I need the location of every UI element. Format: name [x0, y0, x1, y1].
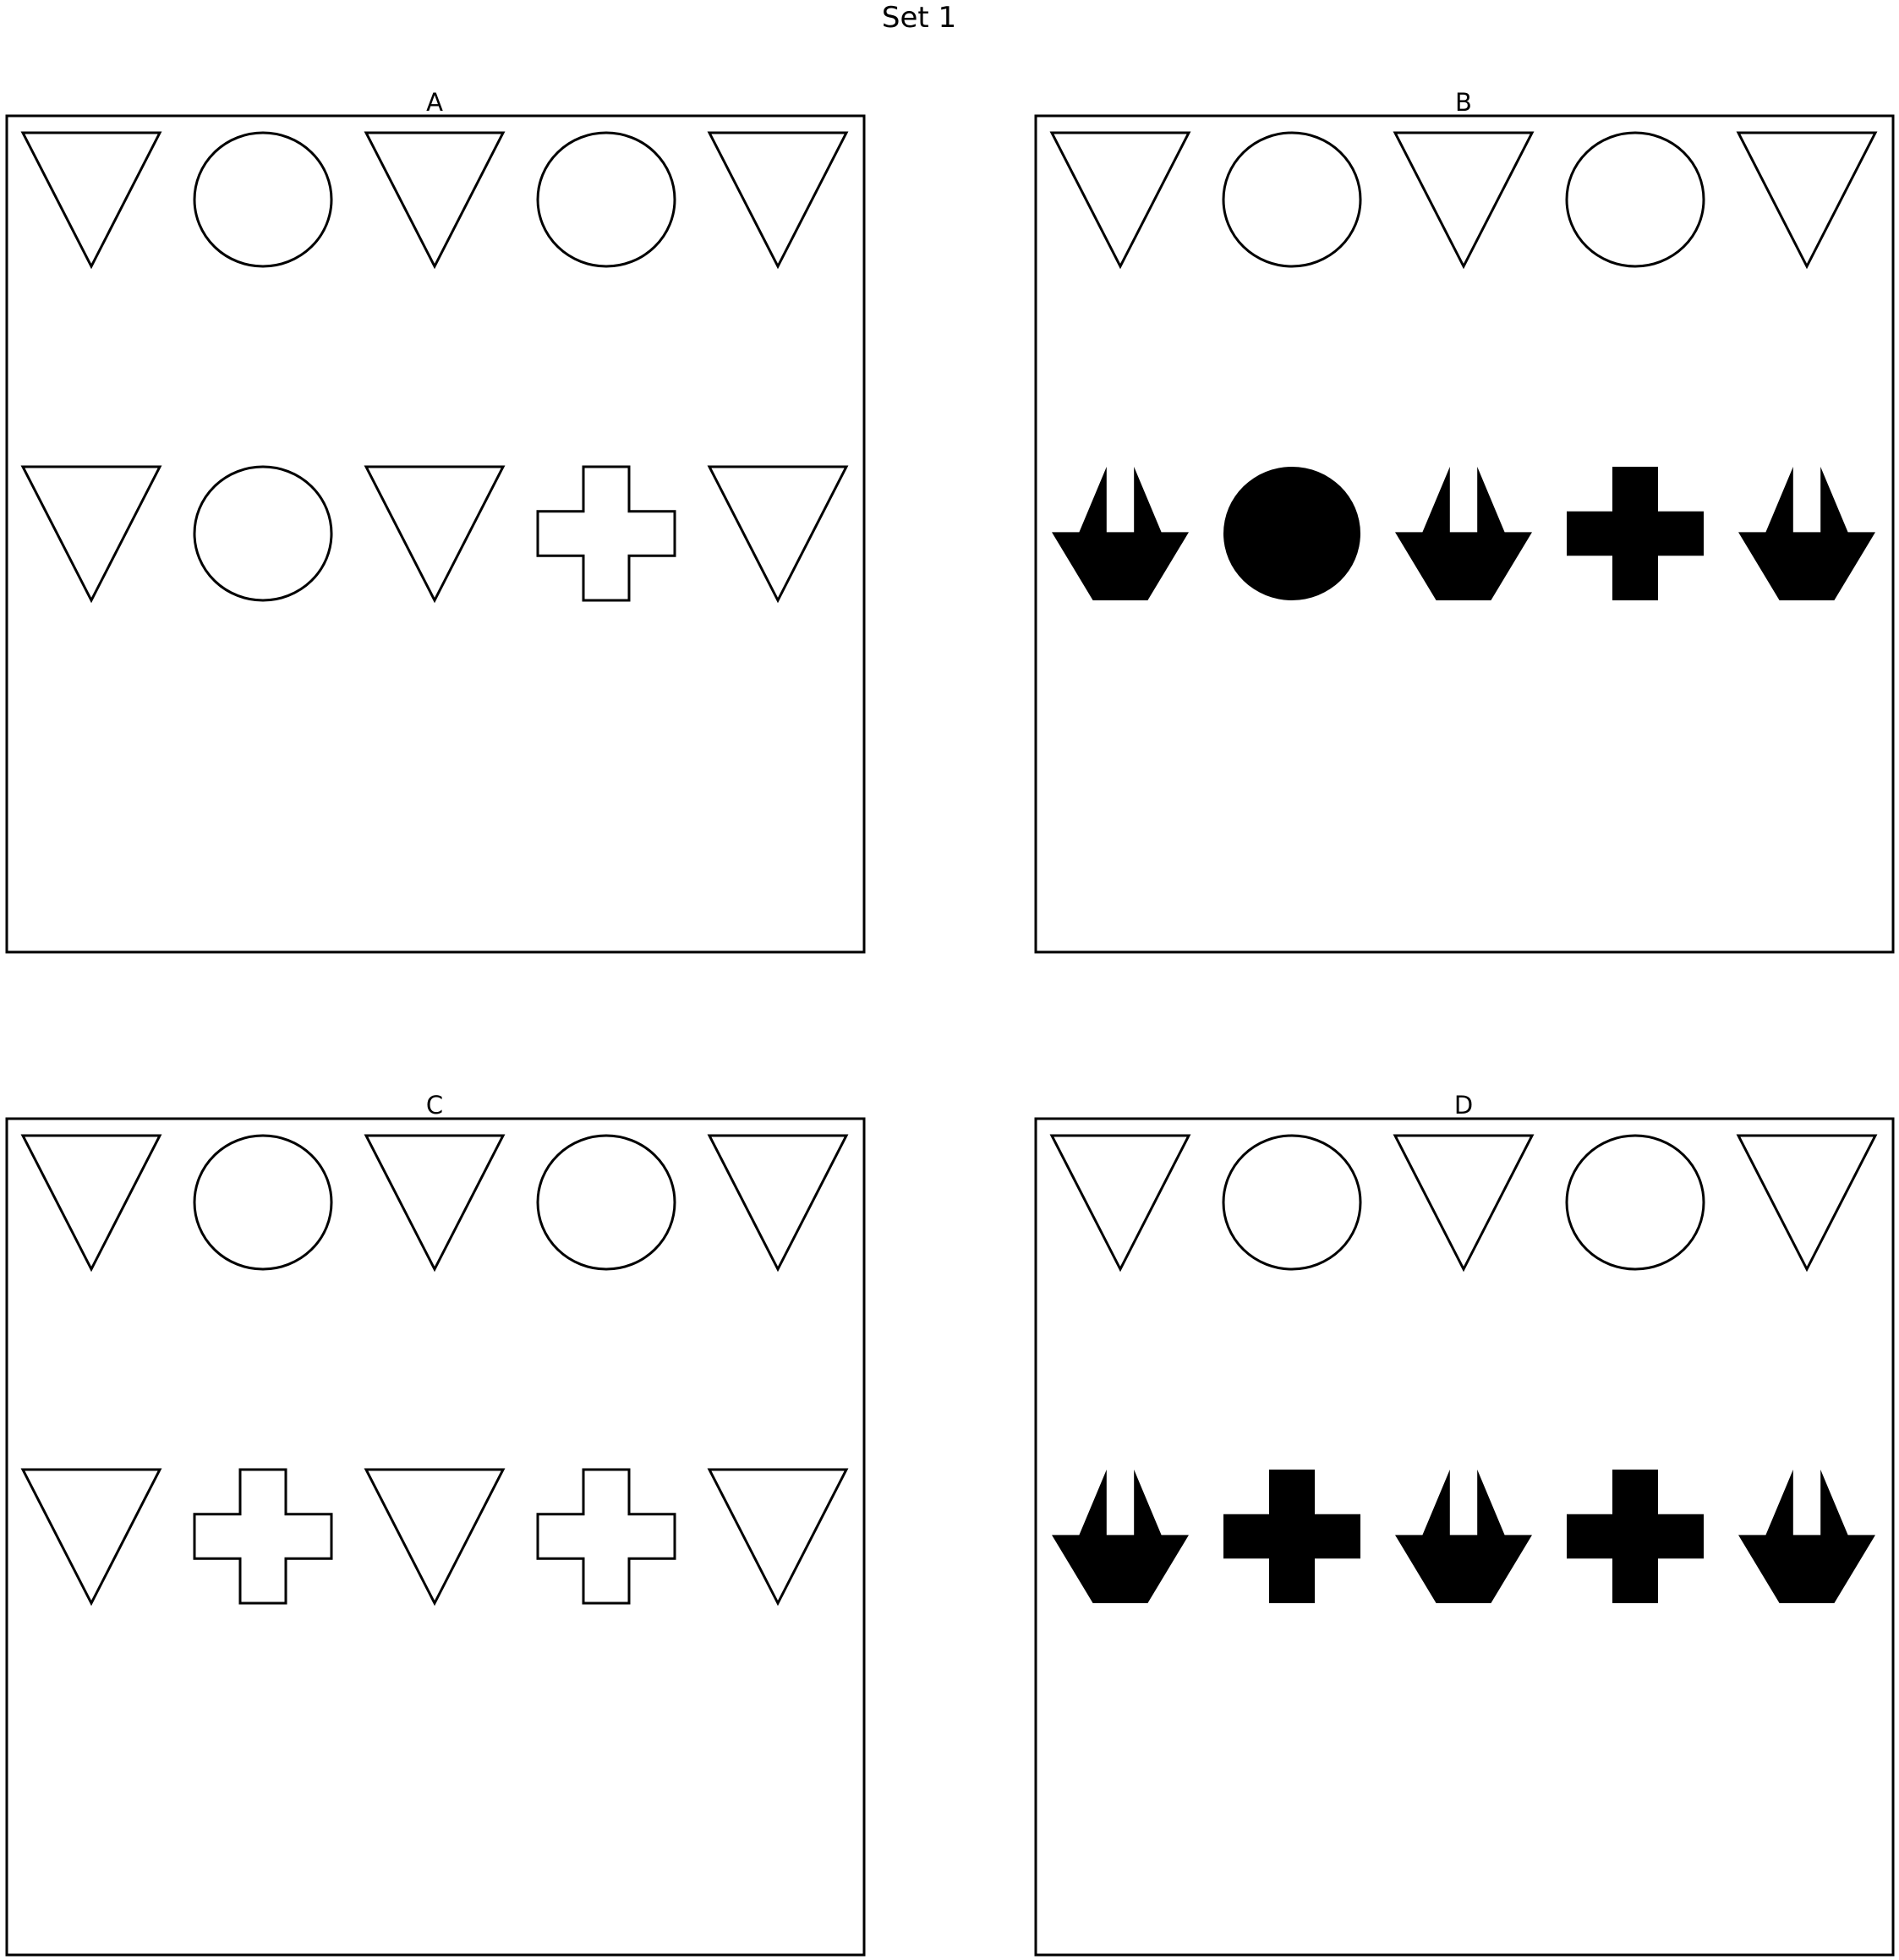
outline-cross-icon [536, 1468, 676, 1605]
panel-a: A [5, 88, 866, 954]
filled-boat-icon [1052, 1470, 1189, 1603]
outline-triangle-icon [364, 1468, 506, 1607]
filled-cross-icon [1567, 1470, 1704, 1603]
filled-boat-icon [1052, 467, 1189, 600]
outline-triangle-icon [364, 465, 506, 604]
outline-triangle-icon [1736, 1134, 1878, 1273]
panel-c-shapes [20, 1134, 849, 1607]
outline-cross-icon [193, 1468, 333, 1605]
outline-triangle-icon [20, 465, 162, 604]
outline-triangle-icon [20, 1134, 162, 1273]
panel-c: C [5, 1091, 866, 1957]
panel-label-b: B [1455, 88, 1472, 117]
filled-boat-icon [1738, 1470, 1875, 1603]
outline-circle-icon [1565, 1134, 1705, 1271]
outline-cross-icon [536, 465, 676, 602]
outline-triangle-icon [1049, 131, 1191, 270]
outline-triangle-icon [1393, 1134, 1535, 1273]
filled-circle-icon [1223, 467, 1360, 600]
filled-cross-icon [1223, 1470, 1360, 1603]
outline-triangle-icon [1736, 131, 1878, 270]
panel-b: B [1034, 88, 1895, 954]
panel-label-c: C [426, 1091, 443, 1120]
panel-frame-c [5, 1117, 866, 1957]
outline-circle-icon [1222, 131, 1362, 268]
outline-circle-icon [1565, 131, 1705, 268]
figure-title: Set 1 [882, 1, 956, 35]
outline-triangle-icon [20, 1468, 162, 1607]
filled-cross-icon [1567, 467, 1704, 600]
outline-triangle-icon [707, 1134, 849, 1273]
outline-triangle-icon [1393, 131, 1535, 270]
outline-circle-icon [193, 465, 333, 602]
outline-triangle-icon [707, 131, 849, 270]
panel-d: D [1034, 1091, 1895, 1957]
panel-d-shapes [1049, 1134, 1878, 1603]
panel-label-a: A [426, 88, 443, 117]
outline-circle-icon [536, 131, 676, 268]
outline-circle-icon [193, 131, 333, 268]
panel-b-shapes [1049, 131, 1878, 600]
panel-frame-d [1034, 1117, 1895, 1957]
filled-boat-icon [1395, 1470, 1532, 1603]
panel-label-d: D [1454, 1091, 1473, 1120]
outline-triangle-icon [364, 131, 506, 270]
outline-triangle-icon [707, 1468, 849, 1607]
outline-circle-icon [1222, 1134, 1362, 1271]
filled-boat-icon [1395, 467, 1532, 600]
outline-triangle-icon [364, 1134, 506, 1273]
panel-frame-a [5, 114, 866, 954]
outline-triangle-icon [20, 131, 162, 270]
outline-circle-icon [193, 1134, 333, 1271]
panel-a-shapes [20, 131, 849, 604]
filled-boat-icon [1738, 467, 1875, 600]
outline-triangle-icon [707, 465, 849, 604]
outline-triangle-icon [1049, 1134, 1191, 1273]
panel-frame-b [1034, 114, 1895, 954]
outline-circle-icon [536, 1134, 676, 1271]
